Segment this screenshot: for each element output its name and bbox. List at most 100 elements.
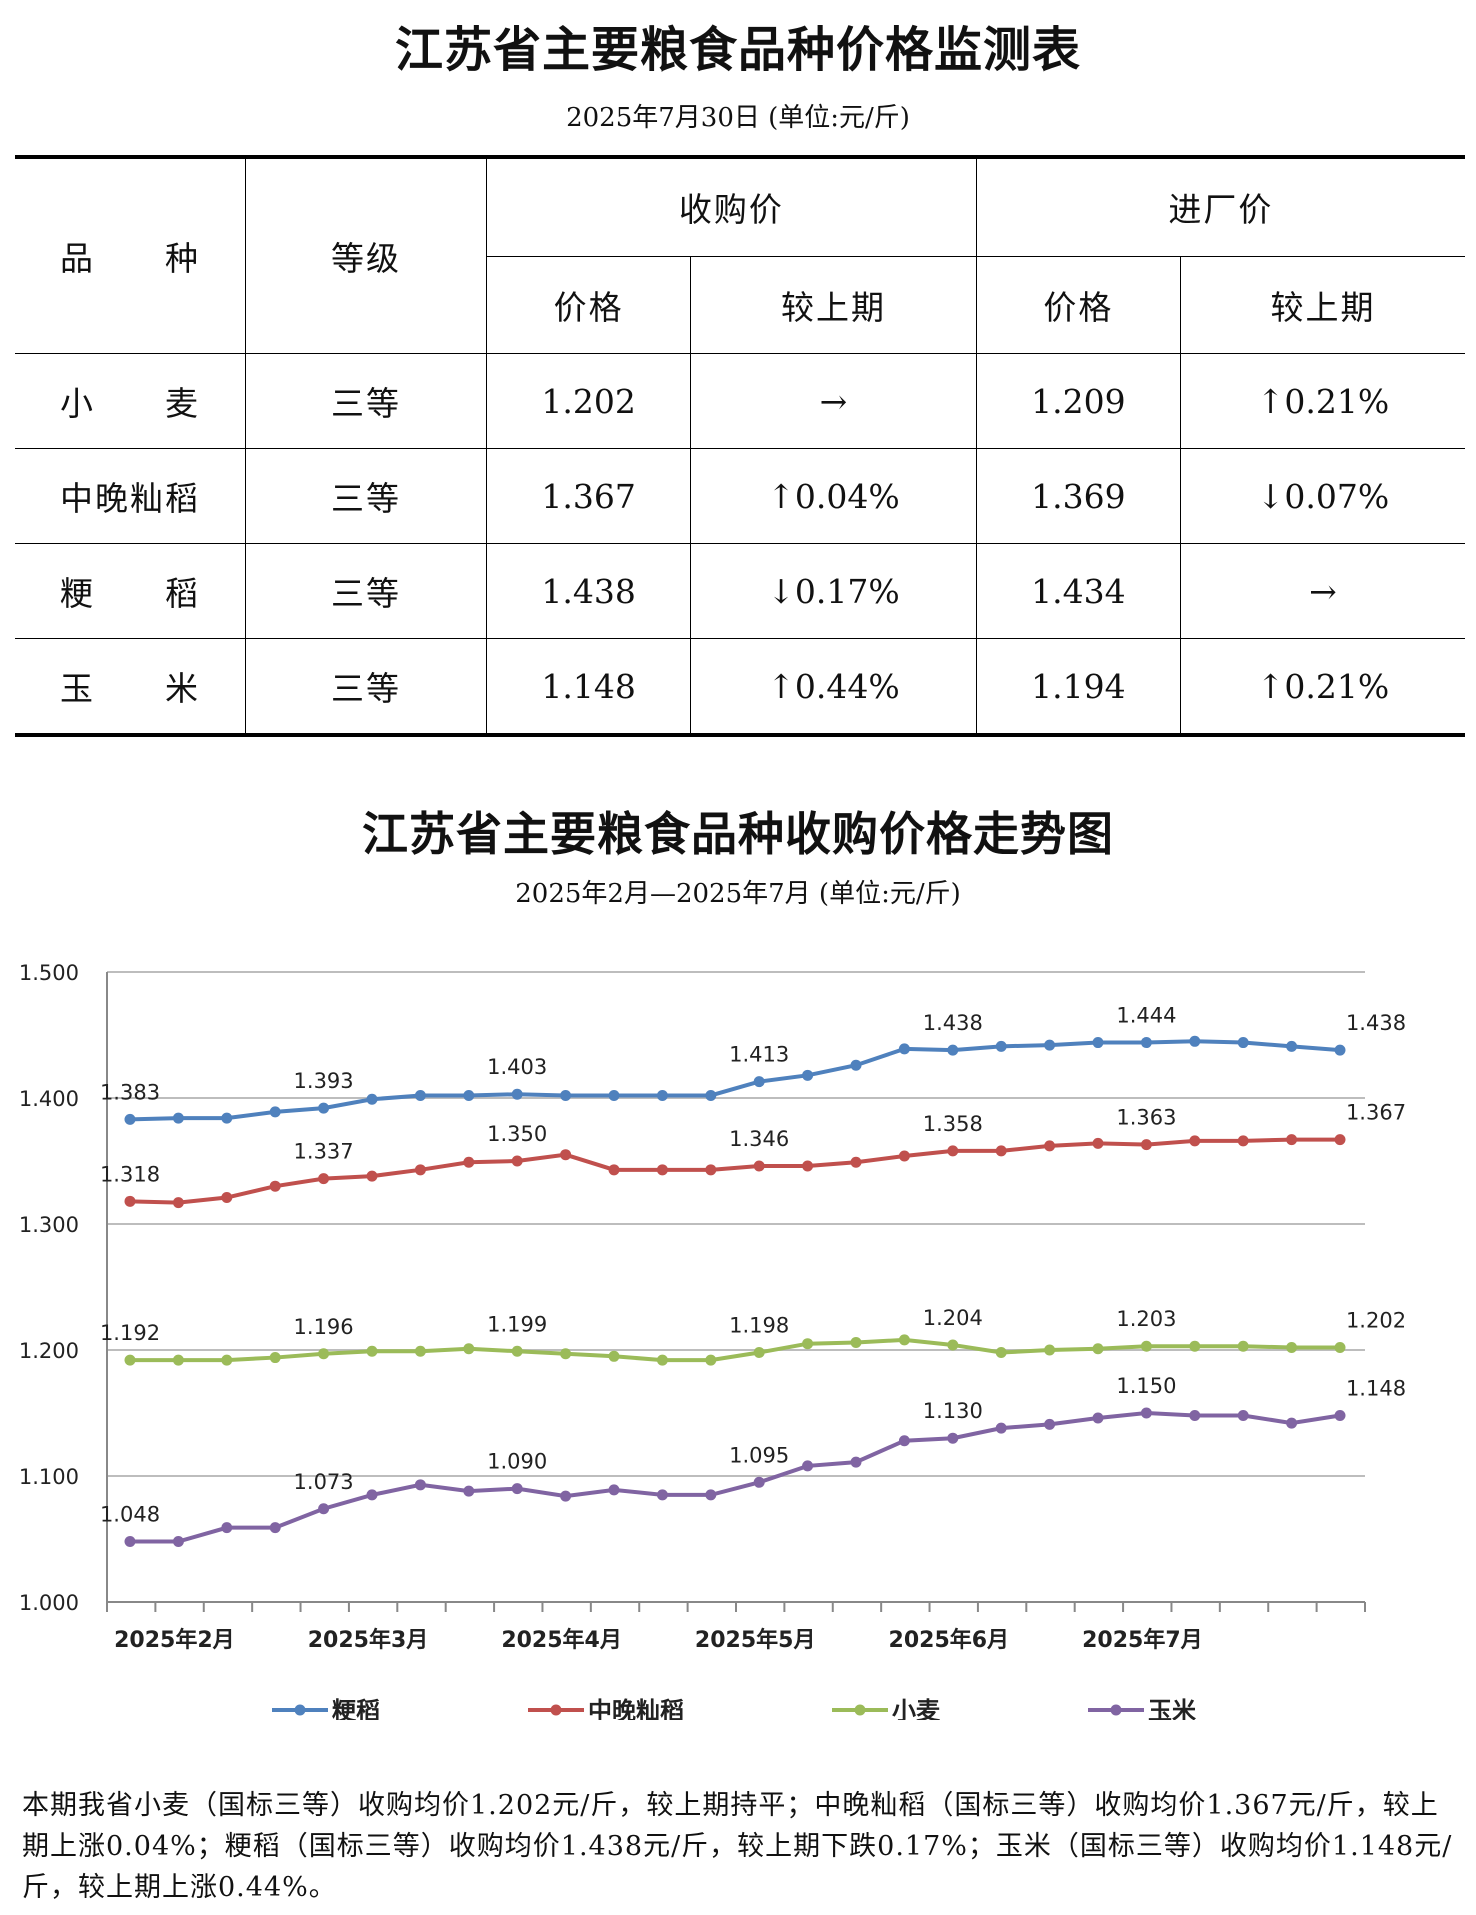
data-point bbox=[511, 1088, 523, 1100]
header-factory: 进厂价 bbox=[975, 156, 1465, 257]
row-purchase-price: 1.202 bbox=[485, 353, 692, 449]
data-point bbox=[1286, 1134, 1298, 1146]
price-table: 品 种 等级 收购价 进厂价 价格 较上期 价格 较上期 小 麦 三等 1.20… bbox=[15, 155, 1465, 737]
y-tick-label: 1.200 bbox=[19, 1339, 79, 1363]
series-line-玉米 bbox=[130, 1410, 1341, 1544]
data-label: 1.198 bbox=[729, 1314, 789, 1338]
table-subtitle: 2025年7月30日 (单位:元/斤) bbox=[566, 103, 910, 133]
data-label: 1.090 bbox=[487, 1450, 547, 1474]
data-point bbox=[1286, 1040, 1298, 1052]
data-label: 1.196 bbox=[294, 1315, 354, 1339]
data-label: 1.202 bbox=[1346, 1308, 1406, 1332]
data-point bbox=[705, 1489, 717, 1501]
data-point bbox=[560, 1149, 572, 1161]
header-factory-price: 价格 bbox=[975, 255, 1182, 355]
data-point bbox=[1140, 1340, 1152, 1352]
data-point bbox=[318, 1102, 330, 1114]
data-point bbox=[656, 1164, 668, 1176]
x-month-label: 2025年6月 bbox=[889, 1627, 1010, 1653]
row-purchase-change: ↓0.17% bbox=[690, 543, 977, 639]
row-factory-price: 1.369 bbox=[975, 448, 1182, 544]
data-point bbox=[705, 1089, 717, 1101]
row-purchase-change: → bbox=[690, 353, 977, 449]
row-factory-change: ↓0.07% bbox=[1180, 448, 1465, 544]
series-line-粳稻 bbox=[129, 1039, 1341, 1122]
table-title: 江苏省主要粮食品种价格监测表 bbox=[394, 22, 1081, 78]
data-point bbox=[1286, 1341, 1298, 1353]
data-point bbox=[608, 1484, 620, 1496]
data-point bbox=[124, 1195, 136, 1207]
data-point bbox=[221, 1522, 233, 1534]
row-factory-change: ↑0.21% bbox=[1180, 353, 1465, 449]
data-point bbox=[898, 1150, 910, 1162]
header-variety: 品 种 bbox=[15, 156, 246, 354]
y-tick-label: 1.000 bbox=[19, 1591, 79, 1615]
data-point bbox=[1044, 1418, 1056, 1430]
row-purchase-price: 1.438 bbox=[485, 543, 692, 639]
data-point bbox=[560, 1348, 572, 1360]
data-point bbox=[1286, 1417, 1298, 1429]
header-factory-change: 较上期 bbox=[1180, 255, 1465, 355]
data-label: 1.130 bbox=[923, 1399, 983, 1423]
legend-marker bbox=[294, 1704, 306, 1716]
data-point bbox=[898, 1435, 910, 1447]
row-name: 玉 米 bbox=[15, 638, 246, 736]
row-factory-price: 1.194 bbox=[975, 638, 1182, 736]
data-point bbox=[463, 1485, 475, 1497]
data-label: 1.048 bbox=[100, 1503, 160, 1527]
data-point bbox=[366, 1093, 378, 1105]
data-label: 1.337 bbox=[294, 1140, 354, 1164]
data-point bbox=[1092, 1412, 1104, 1424]
data-point bbox=[802, 1160, 814, 1172]
data-point bbox=[1237, 1340, 1249, 1352]
data-point bbox=[1189, 1340, 1201, 1352]
legend-label: 玉米 bbox=[1148, 1697, 1196, 1720]
data-label: 1.204 bbox=[923, 1306, 983, 1330]
data-point bbox=[1237, 1135, 1249, 1147]
data-label: 1.192 bbox=[100, 1321, 160, 1345]
row-factory-price: 1.434 bbox=[975, 543, 1182, 639]
header-purchase-change: 较上期 bbox=[690, 255, 977, 355]
data-point bbox=[898, 1334, 910, 1346]
data-point bbox=[947, 1145, 959, 1157]
data-point bbox=[802, 1338, 814, 1350]
data-point bbox=[560, 1089, 572, 1101]
data-point bbox=[511, 1345, 523, 1357]
data-point bbox=[1334, 1410, 1346, 1422]
row-grade: 三等 bbox=[245, 638, 487, 736]
data-point bbox=[1044, 1140, 1056, 1152]
data-point bbox=[318, 1173, 330, 1185]
data-point bbox=[172, 1536, 184, 1548]
data-point bbox=[511, 1155, 523, 1167]
table-subheader-row: 价格 较上期 价格 较上期 bbox=[15, 255, 1465, 355]
data-label: 1.383 bbox=[100, 1080, 160, 1104]
data-point bbox=[124, 1113, 136, 1125]
data-point bbox=[898, 1043, 910, 1055]
table-row: 粳 稻 三等 1.438 ↓0.17% 1.434 → bbox=[15, 543, 1465, 639]
row-grade: 三等 bbox=[245, 543, 487, 639]
data-label: 1.438 bbox=[1346, 1011, 1406, 1035]
table-row: 中晚籼稻 三等 1.367 ↑0.04% 1.369 ↓0.07% bbox=[15, 448, 1465, 544]
data-point bbox=[414, 1164, 426, 1176]
data-point bbox=[802, 1460, 814, 1472]
data-point bbox=[1092, 1343, 1104, 1355]
data-point bbox=[1092, 1037, 1104, 1049]
data-point bbox=[656, 1089, 668, 1101]
data-point bbox=[1092, 1137, 1104, 1149]
data-label: 1.150 bbox=[1116, 1374, 1176, 1398]
data-label: 1.199 bbox=[487, 1312, 547, 1336]
data-point bbox=[608, 1350, 620, 1362]
data-point bbox=[269, 1106, 281, 1118]
row-factory-change: ↑0.21% bbox=[1180, 638, 1465, 736]
data-point bbox=[414, 1479, 426, 1491]
data-point bbox=[414, 1345, 426, 1357]
data-point bbox=[995, 1145, 1007, 1157]
data-point bbox=[1334, 1134, 1346, 1146]
row-factory-price: 1.209 bbox=[975, 353, 1182, 449]
series-line-中晚籼稻 bbox=[129, 1137, 1340, 1205]
data-point bbox=[995, 1040, 1007, 1052]
data-point bbox=[318, 1503, 330, 1515]
data-point bbox=[995, 1347, 1007, 1359]
data-point bbox=[656, 1489, 668, 1501]
data-label: 1.438 bbox=[923, 1011, 983, 1035]
